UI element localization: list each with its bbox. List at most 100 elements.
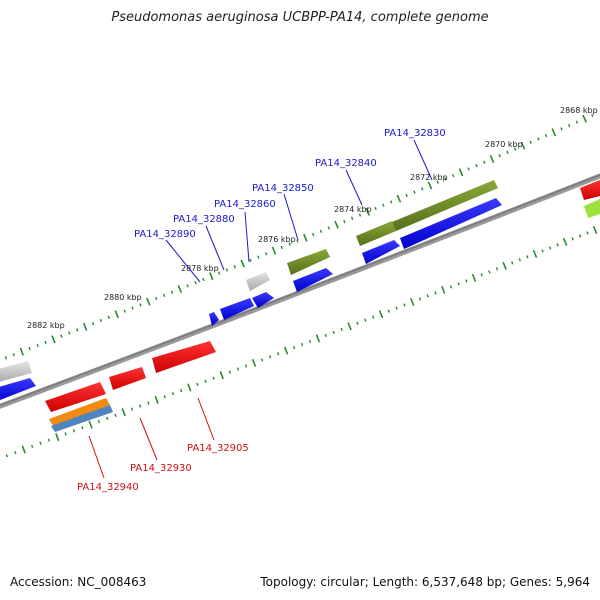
- gene-feature[interactable]: [356, 221, 396, 246]
- gene-feature[interactable]: [220, 298, 254, 320]
- tick-mark: [358, 213, 362, 217]
- gene-label[interactable]: PA14_32840: [315, 158, 377, 169]
- gene-label[interactable]: PA14_32830: [384, 128, 446, 139]
- tick-mark: [209, 272, 214, 281]
- gene-feature[interactable]: [45, 382, 106, 412]
- tick-mark: [506, 150, 509, 154]
- tick-mark: [14, 450, 17, 455]
- tick-mark: [288, 242, 291, 246]
- gene-feature[interactable]: [362, 240, 400, 264]
- tick-mark: [387, 309, 391, 313]
- tick-mark: [578, 234, 582, 238]
- gene-feature[interactable]: [584, 199, 600, 218]
- tick-mark: [410, 297, 415, 307]
- gene-feature[interactable]: [392, 180, 498, 231]
- tick-mark: [39, 441, 42, 445]
- tick-mark: [332, 330, 335, 335]
- gene-feature[interactable]: [287, 249, 330, 275]
- tick-mark: [518, 258, 522, 262]
- tick-mark: [76, 328, 79, 332]
- tick-mark: [60, 334, 63, 338]
- tick-mark: [131, 306, 134, 310]
- tick-mark: [374, 206, 377, 211]
- tick-mark: [81, 426, 84, 430]
- gene-feature[interactable]: [0, 378, 36, 402]
- gene-label[interactable]: PA14_32880: [173, 214, 235, 225]
- gene-feature[interactable]: [209, 312, 219, 326]
- gene-label[interactable]: PA14_32930: [130, 463, 192, 474]
- tick-mark: [465, 279, 468, 283]
- gene-label[interactable]: PA14_32890: [134, 229, 196, 240]
- reverse-genes: [45, 341, 216, 432]
- tick-mark: [427, 181, 433, 190]
- tick-mark: [72, 429, 76, 433]
- tick-mark: [560, 127, 563, 131]
- tick-mark: [315, 334, 321, 343]
- gene-feature[interactable]: [49, 398, 110, 426]
- tick-mark: [283, 346, 289, 355]
- tick-mark: [308, 339, 312, 344]
- tick-mark: [257, 255, 260, 259]
- tick-mark: [64, 432, 67, 436]
- gene-feature[interactable]: [293, 268, 333, 292]
- tick-mark: [179, 388, 183, 393]
- tick-mark: [186, 284, 189, 288]
- tick-mark: [471, 273, 477, 282]
- tick-mark: [55, 433, 60, 442]
- gene-feature[interactable]: [580, 180, 600, 200]
- gene-feature[interactable]: [51, 405, 113, 432]
- tick-mark: [327, 226, 330, 230]
- tick-mark: [171, 392, 175, 396]
- tick-mark: [418, 297, 422, 301]
- tick-mark: [154, 395, 159, 404]
- tick-mark: [452, 173, 455, 178]
- tick-mark: [319, 229, 323, 233]
- tick-mark: [571, 237, 574, 241]
- tick-mark: [520, 141, 526, 150]
- tick-mark: [114, 310, 119, 319]
- tick-mark: [68, 331, 71, 335]
- tick-mark: [139, 303, 142, 307]
- tick-mark: [260, 358, 264, 362]
- gene-feature[interactable]: [152, 341, 216, 373]
- tick-mark: [300, 342, 304, 347]
- tick-mark: [532, 249, 538, 258]
- tick-mark: [458, 168, 464, 177]
- kbp-label-2876: 2876 kbp: [258, 235, 296, 244]
- kbp-label-2872: 2872 kbp: [410, 173, 448, 182]
- gene-feature[interactable]: [246, 272, 270, 291]
- tick-mark: [405, 193, 408, 198]
- gene-feature[interactable]: [0, 361, 32, 383]
- gene-feature[interactable]: [252, 292, 274, 308]
- tick-mark: [395, 306, 398, 310]
- tick-mark: [475, 163, 478, 168]
- gene-label[interactable]: PA14_32850: [252, 183, 314, 194]
- tick-mark: [356, 321, 359, 325]
- tick-mark: [324, 333, 328, 338]
- gene-label[interactable]: PA14_32860: [214, 199, 276, 210]
- tick-mark: [114, 413, 117, 417]
- outer-tick-track: [4, 113, 594, 360]
- tick-mark: [567, 123, 571, 128]
- gene-feature[interactable]: [109, 367, 146, 390]
- gene-feature[interactable]: [400, 198, 502, 249]
- tick-mark: [228, 370, 232, 374]
- tick-mark: [225, 268, 229, 272]
- tick-mark: [251, 358, 257, 367]
- tick-mark: [340, 327, 343, 331]
- gene-label[interactable]: PA14_32905: [187, 443, 249, 454]
- tick-mark: [551, 128, 557, 137]
- tick-mark: [529, 140, 532, 144]
- gene-label[interactable]: PA14_32940: [77, 482, 139, 493]
- tick-mark: [480, 273, 483, 277]
- tick-mark: [82, 322, 88, 331]
- tick-mark: [121, 408, 126, 417]
- tick-mark: [123, 309, 126, 313]
- tick-mark: [105, 416, 109, 421]
- tick-mark: [467, 167, 470, 171]
- kbp-label-2880: 2880 kbp: [104, 293, 142, 302]
- tick-mark: [403, 303, 406, 307]
- tick-mark: [434, 291, 437, 295]
- tick-mark: [233, 265, 237, 269]
- tick-mark: [4, 356, 8, 360]
